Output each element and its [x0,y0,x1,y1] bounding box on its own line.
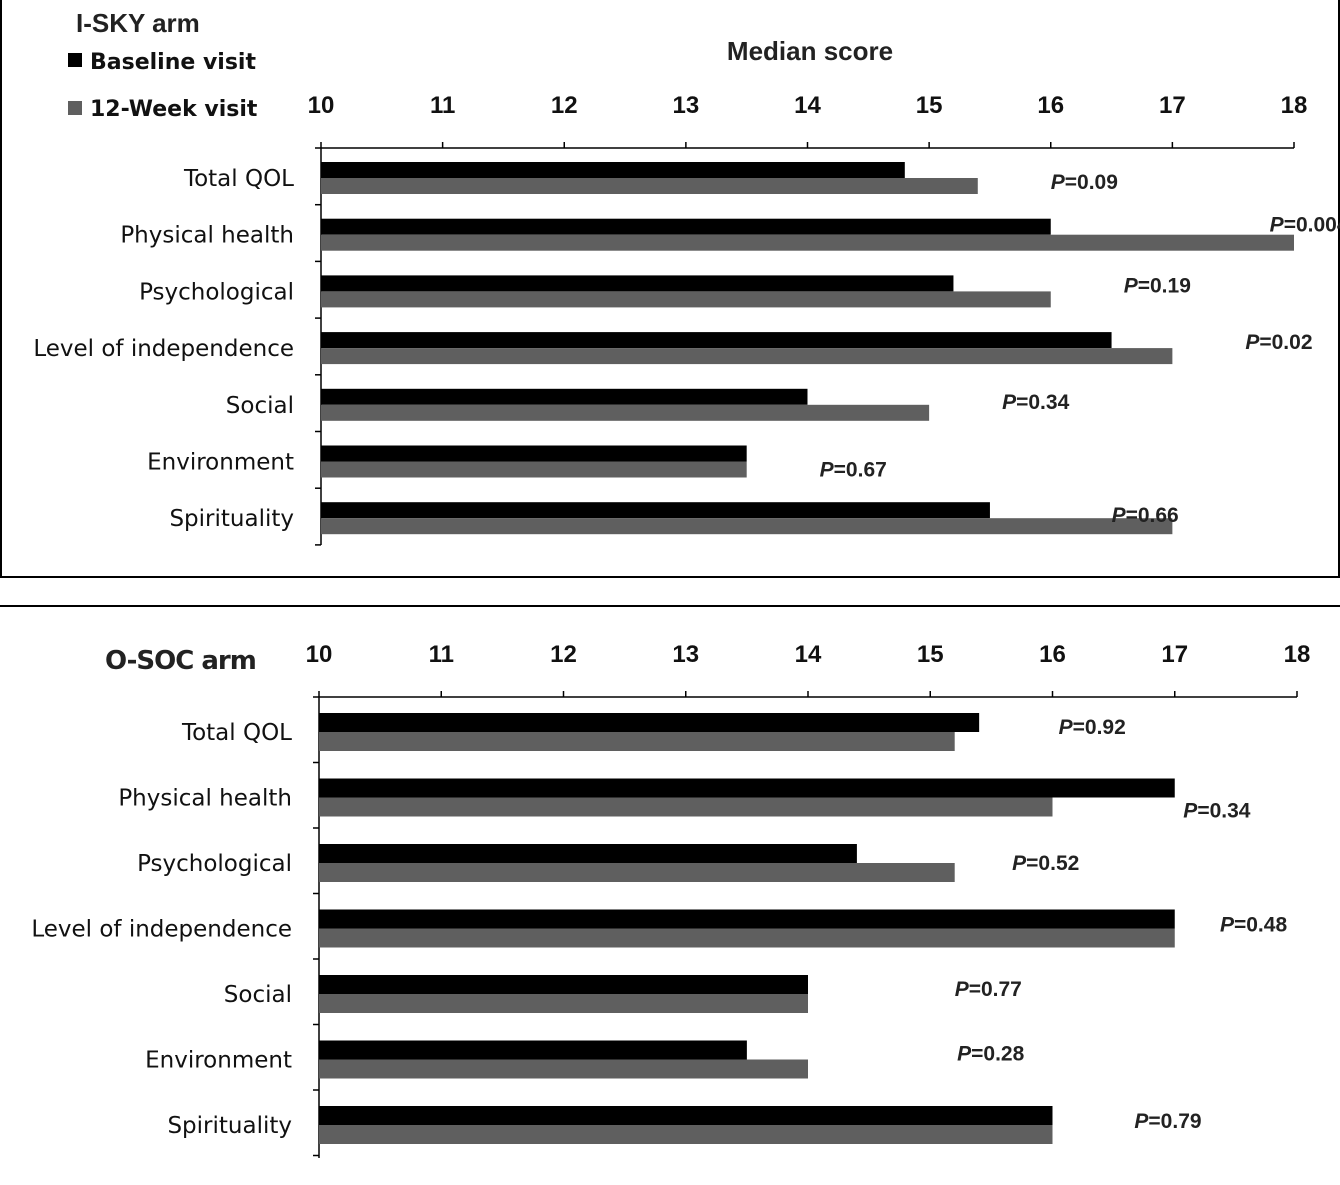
bar-12week [321,291,1051,308]
p-value-label: P=0.34 [1002,391,1069,414]
category-label: Social [224,982,292,1008]
bar-12week [319,928,1175,948]
x-tick-label: 17 [1159,92,1186,119]
category-label: Physical health [118,786,292,812]
x-tick-label: 18 [1281,92,1308,119]
top-chart-title: I-SKY arm [76,8,200,38]
top-panel-plot: 10 11 12 13 14 15 16 17 18 Total QOL P=0.09 Physica… [33,92,1340,546]
p-value-label: P=0.67 [820,459,887,482]
category-label: Psychological [139,279,294,305]
x-tick-label: 10 [306,641,333,668]
x-axis-title: Median score [727,36,893,66]
bar-baseline [321,218,1051,235]
bar-baseline [321,275,954,292]
x-tick-label: 10 [308,92,335,119]
category-label: Physical health [120,223,294,249]
p-value-label: P=0.02 [1245,331,1312,354]
bar-baseline [321,502,990,519]
x-tick-label: 12 [550,641,577,668]
bar-12week [319,863,955,882]
x-tick-label: 13 [673,92,700,119]
category-label: Social [226,393,294,419]
x-tick-label: 11 [430,92,455,119]
bar-baseline [321,162,905,178]
x-tick-label: 16 [1037,92,1064,119]
bar-12week [319,1125,1053,1144]
p-value-label: P=0.66 [1112,504,1179,527]
bottom-chart-title: O-SOC arm [105,646,256,676]
category-label: Total QOL [181,720,292,746]
bar-12week [319,1059,808,1079]
category-label: Environment [147,450,294,476]
bar-baseline [319,975,808,994]
p-value-label: P=0.79 [1134,1110,1201,1133]
p-value-label: P=0.34 [1183,800,1250,823]
category-label: Spirituality [167,1113,292,1139]
bar-baseline [319,909,1175,929]
x-tick-label: 14 [795,641,822,668]
bottom-panel-plot: 10 11 12 13 14 15 16 17 18 Total QOL P=0.92 Physica… [31,641,1310,1158]
bar-12week [321,404,930,421]
x-tick-label: 13 [672,641,699,668]
category-label: Spirituality [169,506,294,532]
legend-label-baseline: Baseline visit [90,50,256,75]
p-value-label: P=0.52 [1012,852,1079,875]
category-label: Level of independence [31,917,292,943]
p-value-label: P=0.77 [955,978,1022,1001]
bar-baseline [319,1106,1053,1125]
bar-12week [321,234,1294,251]
bar-baseline [319,844,857,863]
x-tick-label: 12 [551,92,578,119]
bar-baseline [321,388,808,405]
legend-label-12week: 12-Week visit [90,97,258,122]
bar-12week [319,797,1053,817]
x-tick-label: 17 [1161,641,1188,668]
bar-baseline [321,332,1112,349]
p-value-label: P=0.48 [1220,914,1287,937]
x-tick-label: 16 [1039,641,1066,668]
bar-12week [321,461,747,478]
bar-12week [321,518,1173,535]
category-label: Psychological [137,851,292,877]
x-tick-label: 15 [917,641,944,668]
legend-swatch-12week [68,101,82,115]
p-value-label: P=0.92 [1059,716,1126,739]
category-label: Level of independence [33,336,294,362]
category-label: Total QOL [183,166,294,192]
category-label: Environment [145,1048,292,1074]
x-tick-label: 15 [916,92,943,119]
p-value-label: P=0.004 [1270,214,1340,237]
p-value-label: P=0.19 [1124,274,1191,297]
bar-baseline [319,778,1175,798]
p-value-label: P=0.28 [957,1043,1024,1066]
bar-12week [321,348,1173,365]
p-value-label: P=0.09 [1051,171,1118,194]
bar-baseline [319,1040,747,1060]
bar-12week [321,178,978,194]
top-panel-frame [0,0,1340,578]
x-tick-label: 18 [1284,641,1311,668]
bar-baseline [321,445,747,462]
bar-baseline [319,713,980,732]
x-tick-label: 11 [429,641,454,668]
legend-swatch-baseline [68,53,82,67]
x-tick-label: 14 [794,92,821,119]
bar-12week [319,732,955,751]
bar-12week [319,994,808,1013]
